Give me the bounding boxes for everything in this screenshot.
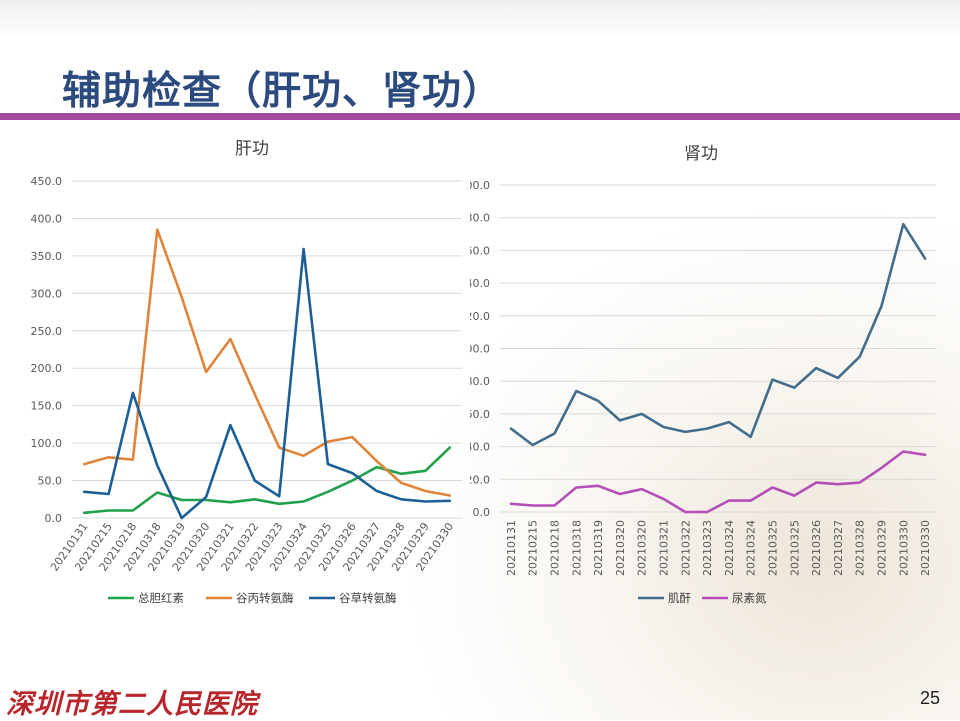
chart-0-ytick-label: 200.0 bbox=[31, 362, 63, 375]
chart-0-legend-label: 谷丙转氨酶 bbox=[236, 591, 294, 605]
chart-1-xtick-label: 20210325 bbox=[767, 520, 780, 576]
chart-1-series-line-0 bbox=[509, 222, 927, 447]
background-wash bbox=[400, 200, 960, 720]
chart-1-legend-label: 尿素氮 bbox=[732, 591, 767, 605]
chart-1-xtick-label: 20210319 bbox=[592, 520, 605, 576]
liver-chart-svg: 肝功 0.0 50.0 100.0 150.0 200.0 250.0 300.0 350.0 4… bbox=[31, 139, 462, 605]
chart-1-ytick-label: 200.0 bbox=[470, 179, 490, 192]
chart-1-xtick-label: 20210215 bbox=[527, 520, 540, 576]
chart-0-legend-label: 谷草转氨酶 bbox=[339, 591, 397, 605]
chart-0-ytick-label: 450.0 bbox=[31, 175, 63, 188]
chart-1-xtick-label: 20210329 bbox=[876, 520, 889, 576]
chart-0-ytick-label: 100.0 bbox=[31, 437, 63, 450]
chart-1-xtick-label: 20210327 bbox=[832, 520, 845, 576]
chart-1-legend-label: 肌酐 bbox=[668, 591, 691, 605]
chart-0-ytick-label: 300.0 bbox=[31, 287, 63, 300]
chart-1-xtick-label: 20210330 bbox=[919, 520, 932, 576]
chart-1-xtick-label: 20210218 bbox=[549, 520, 562, 576]
chart-1-xtick-label: 20210324 bbox=[745, 520, 758, 576]
chart-1-xtick-label: 20210131 bbox=[505, 520, 518, 576]
chart-1-ytick-label: 0.0 bbox=[473, 506, 491, 519]
chart-0-series-line-1 bbox=[82, 228, 452, 497]
chart-1-ytick-label: 80.0 bbox=[470, 375, 490, 388]
chart-1-xtick-label: 20210326 bbox=[810, 520, 823, 576]
chart-1-xtick-label: 20210324 bbox=[723, 520, 736, 576]
chart-1-xtick-label: 20210325 bbox=[788, 520, 801, 576]
chart-0-ytick-label: 400.0 bbox=[31, 212, 63, 225]
chart-1-ytick-label: 120.0 bbox=[470, 310, 490, 323]
chart-1-xtick-label: 20210322 bbox=[679, 520, 692, 576]
liver-function-chart: 肝功 0.0 50.0 100.0 150.0 200.0 250.0 300.0 350.0 4… bbox=[20, 130, 475, 620]
kidney-function-chart: 肾功 0.0 20.0 40.0 60.0 80.0 100.0 120.0 140.0 160.… bbox=[459, 130, 950, 620]
chart-1-series-line-1 bbox=[509, 450, 927, 514]
chart-1-ytick-label: 60.0 bbox=[470, 408, 490, 421]
chart-1-ytick-label: 160.0 bbox=[470, 244, 490, 257]
chart-1-ytick-label: 140.0 bbox=[470, 277, 490, 290]
chart-0-legend-label: 总胆红素 bbox=[138, 591, 184, 605]
chart-1-xtick-label: 20210323 bbox=[701, 520, 714, 576]
chart-1-ytick-label: 180.0 bbox=[470, 212, 490, 225]
chart-0-ytick-label: 0.0 bbox=[45, 512, 63, 525]
chart-1-ytick-label: 40.0 bbox=[470, 441, 490, 454]
chart-1-xtick-label: 20210320 bbox=[636, 520, 649, 576]
chart-1-xtick-label: 20210318 bbox=[570, 520, 583, 576]
chart-0-ytick-label: 150.0 bbox=[31, 400, 63, 413]
hospital-logo: 深圳市第二人民医院 bbox=[6, 689, 258, 720]
chart-1-ytick-label: 20.0 bbox=[470, 473, 490, 486]
chart-0-series-line-2 bbox=[82, 247, 452, 520]
page-title: 辅助检查（肝功、肾功） bbox=[62, 69, 503, 114]
chart-1-title: 肾功 bbox=[684, 144, 718, 164]
chart-0-title: 肝功 bbox=[235, 139, 269, 159]
chart-1-xtick-label: 20210330 bbox=[897, 520, 910, 576]
top-wash bbox=[0, 0, 960, 40]
chart-0-ytick-label: 350.0 bbox=[31, 250, 63, 263]
chart-1-xtick-label: 20210328 bbox=[854, 520, 867, 576]
chart-1-xtick-label: 20210320 bbox=[614, 520, 627, 576]
chart-0-ytick-label: 50.0 bbox=[38, 475, 63, 488]
kidney-chart-svg: 肾功 0.0 20.0 40.0 60.0 80.0 100.0 120.0 140.0 160.… bbox=[459, 144, 936, 605]
page-number: 25 bbox=[919, 688, 940, 708]
title-rule bbox=[0, 113, 960, 120]
chart-1-ytick-label: 100.0 bbox=[470, 343, 490, 356]
chart-0-ytick-label: 250.0 bbox=[31, 325, 63, 338]
chart-1-xtick-label: 20210321 bbox=[658, 520, 671, 576]
